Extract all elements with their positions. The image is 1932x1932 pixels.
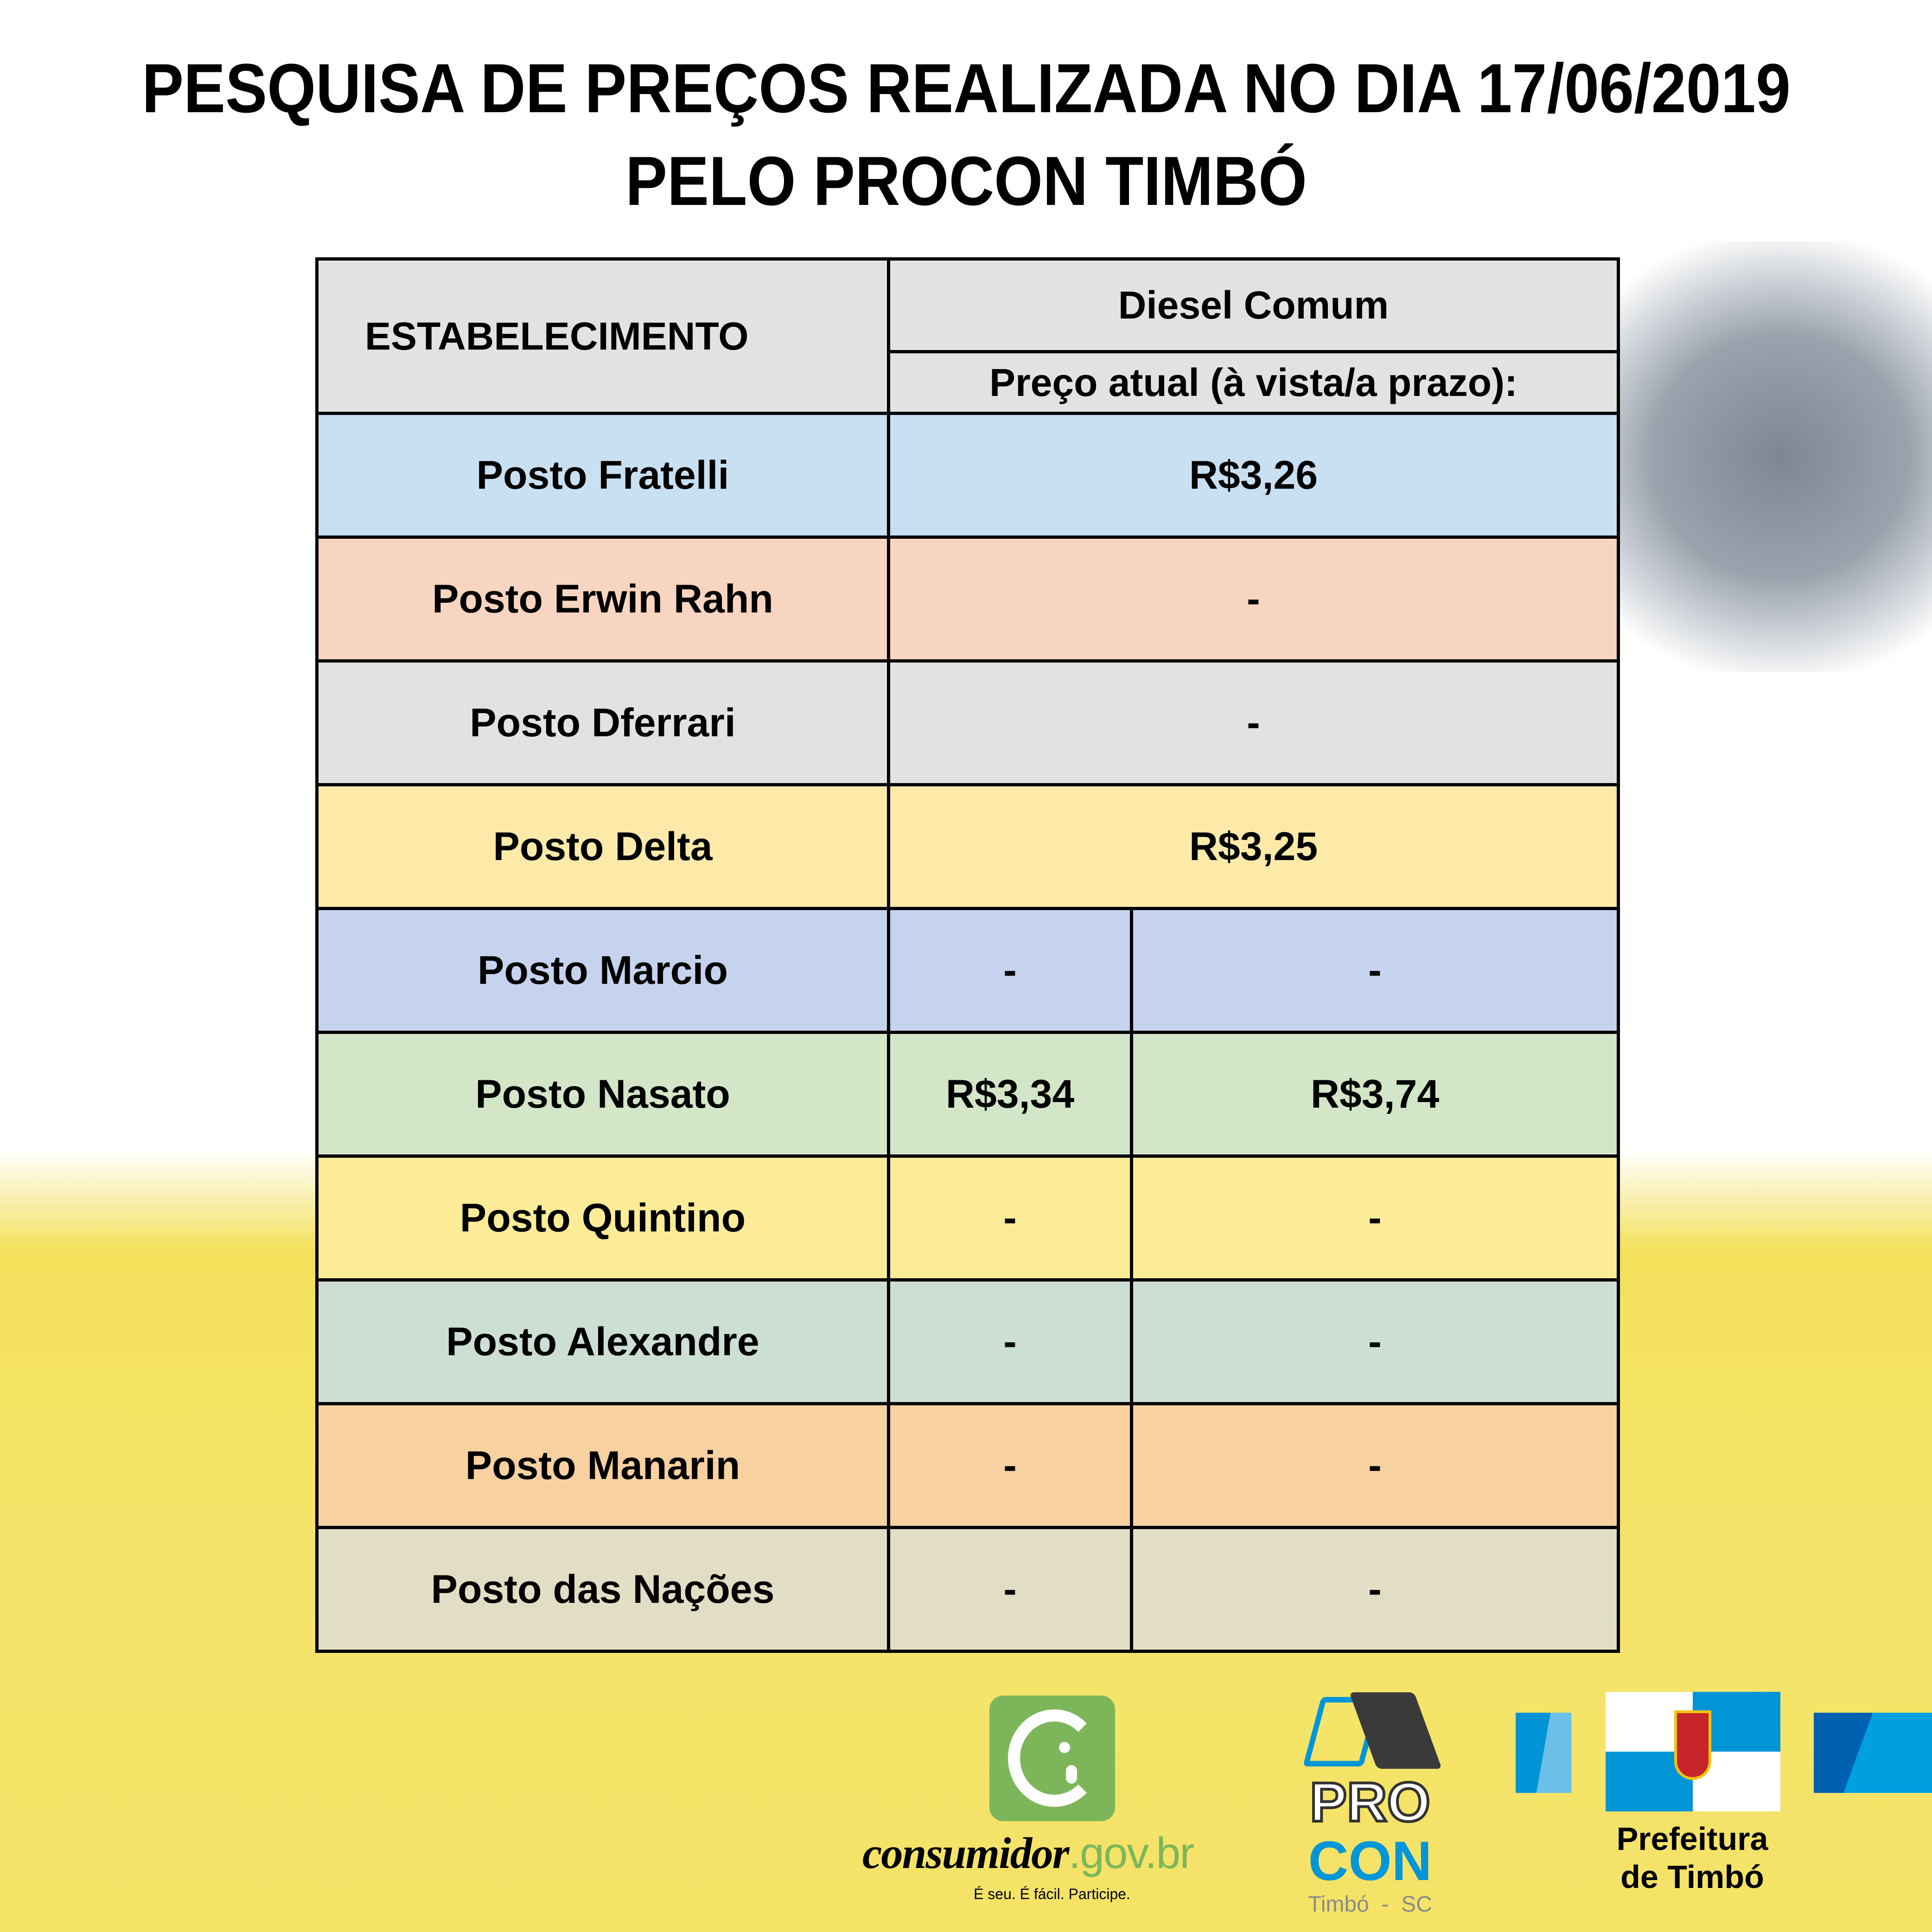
table-row: Posto Fratelli R$3,26 bbox=[315, 412, 1620, 539]
establishment-name: Posto Nasato bbox=[315, 1031, 890, 1158]
table-row: Posto Marcio - - bbox=[315, 907, 1620, 1034]
consumidor-name: consumidor bbox=[862, 1829, 1070, 1878]
consumidor-tagline: É seu. É fácil. Participe. bbox=[974, 1886, 1130, 1902]
establishment-name: Posto Delta bbox=[315, 783, 890, 910]
procon-pro: PRO bbox=[1308, 1771, 1432, 1833]
price-cell: R$3,26 bbox=[887, 412, 1620, 539]
price-credit-cell: - bbox=[1130, 1526, 1620, 1653]
establishment-name: Posto das Nações bbox=[315, 1526, 890, 1653]
price-cell: - bbox=[887, 659, 1620, 786]
table-row: Posto Alexandre - - bbox=[315, 1278, 1620, 1405]
prefeitura-name: Prefeitura de Timbó bbox=[1567, 1820, 1817, 1896]
consumidor-wordmark: consumidor.gov.br bbox=[862, 1829, 1194, 1878]
price-cash-cell: - bbox=[887, 1402, 1133, 1529]
establishment-name: Posto Fratelli bbox=[315, 412, 890, 539]
header-price: Preço atual (à vista/a prazo): bbox=[887, 350, 1620, 415]
consumidor-domain: .gov.br bbox=[1068, 1829, 1194, 1878]
price-credit-cell: R$3,74 bbox=[1130, 1031, 1620, 1158]
establishment-name: Posto Manarin bbox=[315, 1402, 890, 1529]
page-title-line1: PESQUISA DE PREÇOS REALIZADA NO DIA 17/0… bbox=[141, 49, 1791, 127]
price-credit-cell: - bbox=[1130, 1154, 1620, 1282]
price-cell: - bbox=[887, 536, 1620, 663]
procon-place: Timbó - SC bbox=[1308, 1892, 1432, 1917]
table-row: Posto Manarin - - bbox=[315, 1402, 1620, 1529]
price-cash-cell: - bbox=[887, 1154, 1133, 1282]
price-cell: R$3,25 bbox=[887, 783, 1620, 910]
establishment-name: Posto Erwin Rahn bbox=[315, 536, 890, 663]
establishment-name: Posto Alexandre bbox=[315, 1278, 890, 1405]
prefeitura-line2: de Timbó bbox=[1620, 1859, 1764, 1895]
chevron-right-icon bbox=[1814, 1713, 1932, 1793]
table-row: Posto Erwin Rahn - bbox=[315, 536, 1620, 663]
establishment-name: Posto Marcio bbox=[315, 907, 890, 1034]
price-cash-cell: - bbox=[887, 1278, 1133, 1405]
price-table: ESTABELECIMENTO Diesel Comum Preço atual… bbox=[315, 257, 1620, 1653]
price-cash-cell: - bbox=[887, 1526, 1133, 1653]
establishment-name: Posto Quintino bbox=[315, 1154, 890, 1282]
establishment-name: Posto Dferrari bbox=[315, 659, 890, 786]
chevron-left-icon bbox=[1516, 1713, 1571, 1793]
price-cash-cell: R$3,34 bbox=[887, 1031, 1133, 1158]
consumidor-logo-icon bbox=[989, 1696, 1115, 1821]
table-row: Posto Quintino - - bbox=[315, 1154, 1620, 1282]
table-row: Posto Dferrari - bbox=[315, 659, 1620, 786]
price-credit-cell: - bbox=[1130, 907, 1620, 1034]
header-fuel: Diesel Comum bbox=[887, 257, 1620, 353]
price-cash-cell: - bbox=[887, 907, 1133, 1034]
price-credit-cell: - bbox=[1130, 1402, 1620, 1529]
page-title-line2: PELO PROCON TIMBÓ bbox=[625, 142, 1307, 220]
table-row: Posto Nasato R$3,34 R$3,74 bbox=[315, 1031, 1620, 1158]
procon-con: CON bbox=[1308, 1830, 1432, 1892]
table-row: Posto das Nações - - bbox=[315, 1526, 1620, 1653]
header-establishment: ESTABELECIMENTO bbox=[315, 257, 890, 415]
prefeitura-line1: Prefeitura bbox=[1616, 1821, 1768, 1857]
table-row: Posto Delta R$3,25 bbox=[315, 783, 1620, 910]
handshake-icon bbox=[1302, 1692, 1442, 1771]
price-credit-cell: - bbox=[1130, 1278, 1620, 1405]
timbo-flag-icon bbox=[1606, 1692, 1780, 1811]
